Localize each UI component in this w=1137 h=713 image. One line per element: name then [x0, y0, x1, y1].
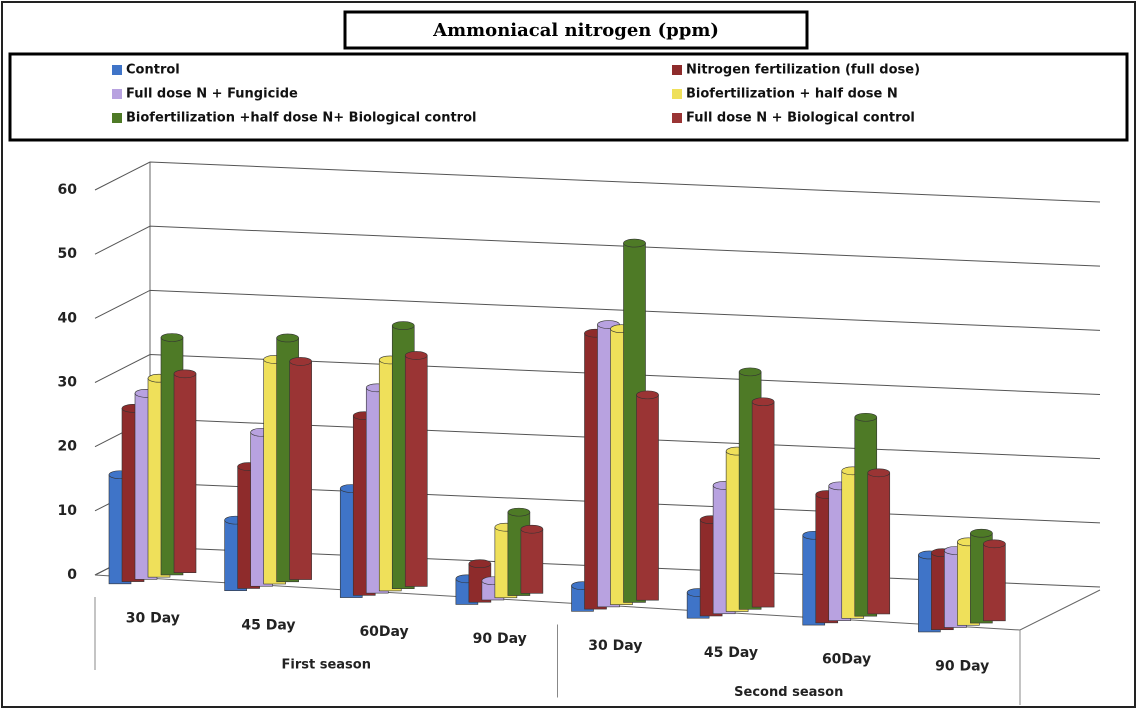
x-tick-label: 30 Day	[588, 638, 642, 654]
y-tick-label: 60	[58, 182, 78, 198]
bar-top	[867, 468, 891, 478]
bar	[173, 373, 197, 573]
legend-label: Full dose N + Fungicide	[126, 87, 298, 102]
x-tick-label: 90 Day	[473, 631, 527, 647]
y-tick-label: 40	[58, 310, 78, 326]
legend-label: Control	[126, 63, 180, 78]
bar-top	[391, 321, 415, 330]
legend-swatch	[112, 89, 122, 99]
legend-label: Nitrogen fertilization (full dose)	[686, 63, 920, 78]
bar-top	[468, 559, 492, 569]
grid-line	[94, 353, 1101, 395]
group-label: First season	[282, 657, 371, 672]
bar	[289, 361, 312, 580]
bar-top	[520, 524, 544, 534]
x-tick-label: 90 Day	[935, 659, 989, 675]
group-label: Second season	[734, 685, 843, 700]
x-tick-label: 45 Day	[241, 617, 295, 633]
bar-top	[507, 507, 531, 517]
bar-top	[983, 539, 1006, 549]
legend-label: Biofertilization +half dose N+ Biologica…	[126, 111, 476, 126]
legend-swatch	[112, 65, 122, 75]
legend-swatch	[672, 113, 682, 123]
bar-top	[751, 397, 775, 407]
bar-top	[160, 333, 184, 342]
bar-top	[289, 357, 312, 366]
legend-swatch	[672, 65, 682, 75]
x-tick-label: 60Day	[359, 624, 408, 640]
bar-top	[404, 351, 428, 360]
bar-top	[636, 390, 659, 400]
bar-top	[738, 367, 762, 377]
grid-line	[94, 289, 1101, 331]
bar-top	[854, 412, 878, 422]
bar	[867, 472, 891, 615]
bar	[983, 543, 1006, 622]
y-tick-label: 20	[58, 439, 78, 455]
legend-box	[8, 52, 1129, 142]
legend-swatch	[672, 89, 682, 99]
x-tick-label: 30 Day	[126, 610, 180, 626]
bar	[636, 394, 659, 601]
grid-line	[94, 225, 1101, 267]
bar	[404, 355, 428, 587]
y-tick-label: 0	[67, 567, 77, 583]
y-tick-label: 30	[58, 375, 78, 391]
bar	[751, 401, 775, 608]
grid-line	[94, 161, 1101, 203]
legend-label: Biofertilization + half dose N	[686, 87, 898, 102]
bar-top	[276, 333, 299, 343]
x-tick-label: 60Day	[822, 652, 871, 668]
bar-top	[970, 528, 993, 538]
legend-label: Full dose N + Biological control	[686, 111, 915, 126]
bar-top	[173, 369, 197, 379]
y-tick-label: 50	[58, 246, 78, 262]
legend-swatch	[112, 113, 122, 123]
title-box	[343, 10, 809, 50]
bar	[520, 528, 544, 594]
y-tick-label: 10	[58, 503, 78, 519]
bar-top	[623, 238, 646, 248]
x-tick-label: 45 Day	[704, 645, 758, 661]
chart-title: Ammoniacal nitrogen (ppm)	[432, 20, 719, 41]
